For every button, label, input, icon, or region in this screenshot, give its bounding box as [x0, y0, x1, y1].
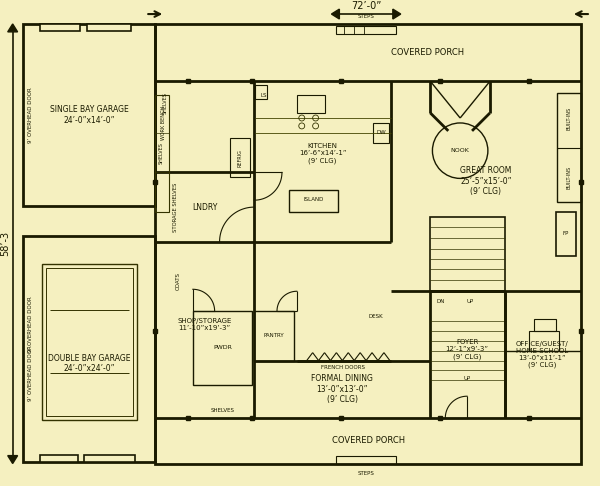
Text: DW: DW [376, 130, 386, 136]
Bar [255, 86, 267, 99]
Text: ISLAND: ISLAND [304, 197, 324, 202]
Text: REFRIG: REFRIG [238, 149, 243, 167]
Polygon shape [8, 455, 17, 464]
Bar [155, 95, 169, 212]
Bar [84, 454, 136, 462]
Text: FRENCH DOORS: FRENCH DOORS [322, 365, 365, 370]
Text: FP: FP [563, 231, 569, 236]
Text: KITCHEN
16’-6”x14’-1”
(9’ CLG): KITCHEN 16’-6”x14’-1” (9’ CLG) [299, 143, 346, 164]
Bar [297, 95, 325, 113]
Text: PANTRY: PANTRY [264, 333, 284, 338]
Bar [40, 454, 78, 462]
Text: UP: UP [466, 299, 473, 304]
Text: SINGLE BAY GARAGE
24’-0”x14’-0”: SINGLE BAY GARAGE 24’-0”x14’-0” [50, 105, 128, 125]
Text: FOYER
12’-1”x9’-3”
(9’ CLG): FOYER 12’-1”x9’-3” (9’ CLG) [446, 339, 488, 360]
Polygon shape [331, 9, 340, 19]
Bar [254, 311, 294, 361]
Text: 9’ OVERHEAD DOOR: 9’ OVERHEAD DOOR [28, 296, 33, 352]
Text: SHELVES: SHELVES [211, 408, 235, 413]
Text: LNDRY: LNDRY [192, 203, 217, 211]
Bar [46, 267, 133, 416]
Text: DN: DN [436, 299, 445, 304]
Bar [337, 455, 396, 464]
Text: DESK: DESK [368, 313, 383, 318]
Text: PWDR: PWDR [213, 345, 232, 350]
Bar [40, 24, 80, 31]
Bar [230, 138, 250, 177]
Text: 72’-0”: 72’-0” [351, 1, 381, 11]
Bar [23, 236, 155, 462]
Text: UP: UP [463, 376, 471, 381]
Text: STEPS: STEPS [358, 471, 374, 476]
Text: NOOK: NOOK [451, 148, 470, 153]
Bar [23, 24, 155, 206]
Bar [87, 24, 131, 31]
Text: 9’ OVERHEAD DOOR: 9’ OVERHEAD DOOR [28, 346, 33, 401]
Text: OFFICE/GUEST/
HOME SCHOOL
13’-0”x11’-1”
(9’ CLG): OFFICE/GUEST/ HOME SCHOOL 13’-0”x11’-1” … [516, 341, 569, 368]
Text: GREAT ROOM
25’-5”x15’-0”
(9’ CLG): GREAT ROOM 25’-5”x15’-0” (9’ CLG) [460, 167, 512, 196]
Text: DOUBLE BAY GARAGE
24’-0”x24’-0”: DOUBLE BAY GARAGE 24’-0”x24’-0” [47, 354, 130, 373]
Bar [430, 217, 505, 291]
Bar [535, 319, 556, 331]
Bar [289, 191, 338, 212]
Text: COATS: COATS [175, 272, 181, 290]
Polygon shape [393, 9, 401, 19]
Text: BUILT-INS: BUILT-INS [566, 166, 572, 189]
Text: SHELVES: SHELVES [163, 92, 167, 114]
Text: LS: LS [261, 93, 268, 98]
Text: COVERED PORCH: COVERED PORCH [391, 48, 464, 57]
Text: STEPS: STEPS [358, 14, 374, 18]
Bar [43, 263, 137, 420]
Text: FORMAL DINING
13’-0”x13’-0”
(9’ CLG): FORMAL DINING 13’-0”x13’-0” (9’ CLG) [311, 374, 373, 404]
Text: BUILT-INS: BUILT-INS [566, 106, 572, 130]
Text: SHOP/STORAGE
11’-10”x19’-3”: SHOP/STORAGE 11’-10”x19’-3” [178, 318, 232, 331]
Bar [155, 24, 581, 464]
Text: 9’ OVERHEAD DOOR: 9’ OVERHEAD DOOR [28, 87, 33, 143]
Bar [337, 26, 396, 34]
Text: WORK BENCH: WORK BENCH [161, 106, 166, 140]
Bar [557, 93, 581, 202]
Bar [556, 212, 576, 256]
Text: STORAGE SHELVES: STORAGE SHELVES [173, 182, 178, 232]
Text: 58’-3: 58’-3 [0, 231, 10, 256]
Text: COVERED PORCH: COVERED PORCH [332, 436, 404, 445]
Text: SHELVES: SHELVES [158, 142, 164, 164]
Polygon shape [8, 24, 17, 32]
Bar [529, 331, 559, 351]
Bar [373, 123, 389, 143]
Bar [193, 311, 252, 385]
